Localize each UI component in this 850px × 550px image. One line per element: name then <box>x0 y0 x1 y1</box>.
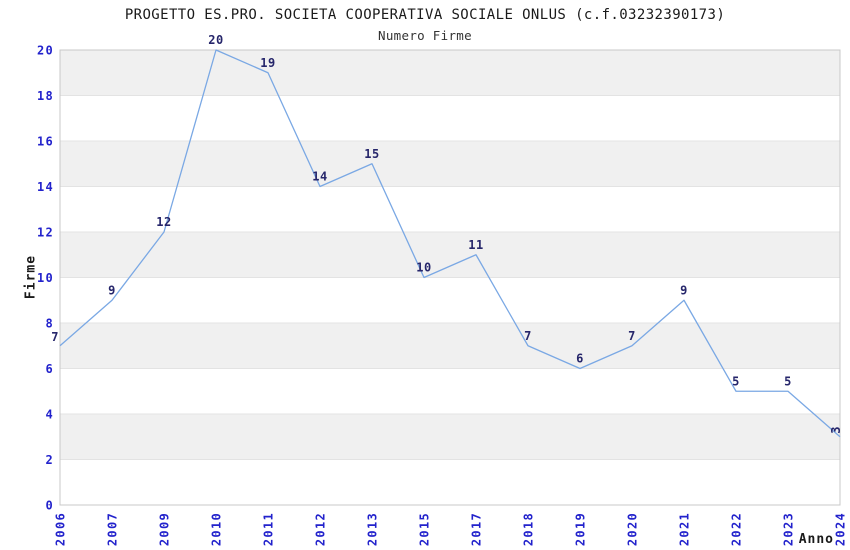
x-tick-label: 2022 <box>730 512 744 546</box>
y-tick-label: 4 <box>45 408 54 422</box>
x-tick-label: 2006 <box>54 512 68 546</box>
data-label: 15 <box>364 147 379 161</box>
data-label: 5 <box>784 374 792 388</box>
x-tick-label: 2023 <box>782 512 796 546</box>
y-tick-label: 16 <box>37 135 54 149</box>
x-tick-label: 2009 <box>158 512 172 546</box>
y-tick-label: 8 <box>45 317 54 331</box>
y-tick-label: 12 <box>37 226 54 240</box>
data-label: 12 <box>156 215 171 229</box>
y-tick-label: 0 <box>45 499 54 513</box>
data-label: 6 <box>576 352 584 366</box>
x-tick-label: 2024 <box>834 512 848 546</box>
data-label: 11 <box>468 238 483 252</box>
grid-band <box>60 141 840 187</box>
x-tick-label: 2015 <box>418 512 432 546</box>
data-line <box>59 49 841 438</box>
x-tick-label: 2011 <box>262 512 276 546</box>
grid-band <box>60 232 840 278</box>
data-label: 9 <box>680 283 688 297</box>
plot-border <box>59 49 841 506</box>
x-tick-label: 2018 <box>522 512 536 546</box>
data-label: 20 <box>208 33 223 47</box>
y-axis-title: Firme <box>23 254 39 300</box>
x-tick-label: 2020 <box>626 512 640 546</box>
y-tick-label: 6 <box>45 362 54 376</box>
y-tick-label: 10 <box>37 271 54 285</box>
data-label: 7 <box>524 329 532 343</box>
x-tick-label: 2021 <box>678 512 692 546</box>
x-axis-title: Anno <box>798 532 834 547</box>
data-label: 9 <box>108 283 116 297</box>
y-tick-label: 14 <box>37 180 54 194</box>
x-tick-label: 2017 <box>470 512 484 546</box>
x-tick-label: 2013 <box>366 512 380 546</box>
data-label: 3 <box>829 426 843 434</box>
data-label: 10 <box>416 261 431 275</box>
x-tick-label: 2007 <box>106 512 120 546</box>
y-tick-label: 2 <box>45 453 54 467</box>
data-label: 19 <box>260 56 275 70</box>
chart-title: PROGETTO ES.PRO. SOCIETA COOPERATIVA SOC… <box>124 7 726 23</box>
chart-subtitle: Numero Firme <box>378 28 472 43</box>
data-label: 7 <box>628 329 636 343</box>
x-tick-label: 2012 <box>314 512 328 546</box>
grid-band <box>60 414 840 460</box>
data-label: 14 <box>312 170 327 184</box>
y-tick-label: 18 <box>37 89 54 103</box>
data-label: 7 <box>51 330 59 344</box>
x-tick-label: 2019 <box>574 512 588 546</box>
grid-band <box>60 323 840 369</box>
y-tick-label: 20 <box>37 44 54 58</box>
data-label: 5 <box>732 374 740 388</box>
grid-band <box>60 50 840 96</box>
x-tick-label: 2010 <box>210 512 224 546</box>
